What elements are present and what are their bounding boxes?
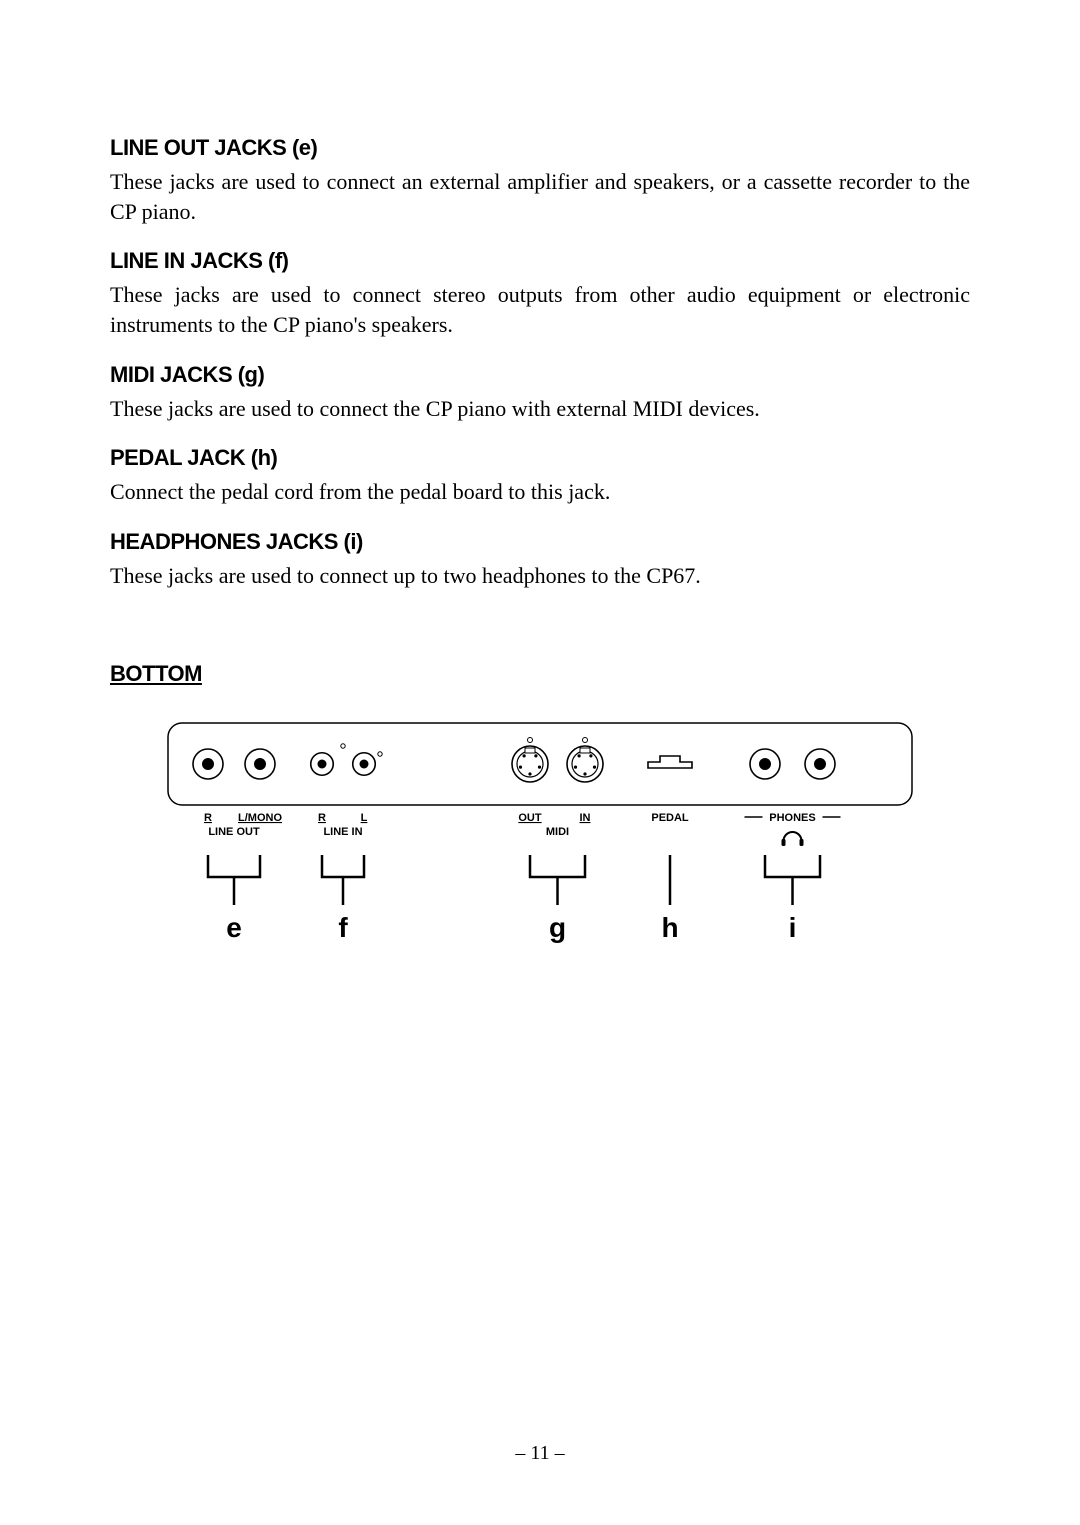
- body-line-in: These jacks are used to connect stereo o…: [110, 280, 970, 339]
- heading-midi: MIDI JACKS (g): [110, 362, 970, 388]
- heading-line-in: LINE IN JACKS (f): [110, 248, 970, 274]
- svg-text:i: i: [789, 912, 797, 943]
- heading-headphones: HEADPHONES JACKS (i): [110, 529, 970, 555]
- section-line-in: LINE IN JACKS (f) These jacks are used t…: [110, 248, 970, 339]
- svg-text:g: g: [549, 912, 566, 943]
- svg-text:LINE OUT: LINE OUT: [208, 826, 260, 838]
- svg-text:PHONES: PHONES: [769, 812, 815, 824]
- svg-text:L/MONO: L/MONO: [238, 812, 282, 824]
- body-headphones: These jacks are used to connect up to tw…: [110, 561, 970, 591]
- section-headphones: HEADPHONES JACKS (i) These jacks are use…: [110, 529, 970, 591]
- body-pedal: Connect the pedal cord from the pedal bo…: [110, 477, 970, 507]
- svg-text:R: R: [318, 812, 326, 824]
- section-pedal: PEDAL JACK (h) Connect the pedal cord fr…: [110, 445, 970, 507]
- bottom-panel-diagram: R L/MONO LINE OUT R L LINE IN OUT IN MIDI PEDAL PH…: [110, 715, 970, 975]
- svg-text:MIDI: MIDI: [546, 826, 569, 838]
- svg-text:PEDAL: PEDAL: [651, 812, 689, 824]
- svg-text:f: f: [338, 912, 348, 943]
- section-midi: MIDI JACKS (g) These jacks are used to c…: [110, 362, 970, 424]
- body-midi: These jacks are used to connect the CP p…: [110, 394, 970, 424]
- heading-pedal: PEDAL JACK (h): [110, 445, 970, 471]
- svg-text:L: L: [361, 812, 368, 824]
- heading-line-out: LINE OUT JACKS (e): [110, 135, 970, 161]
- svg-text:R: R: [204, 812, 212, 824]
- body-line-out: These jacks are used to connect an exter…: [110, 167, 970, 226]
- svg-text:LINE IN: LINE IN: [323, 826, 362, 838]
- svg-text:OUT: OUT: [518, 812, 542, 824]
- svg-text:e: e: [226, 912, 242, 943]
- section-line-out: LINE OUT JACKS (e) These jacks are used …: [110, 135, 970, 226]
- panel-svg: R L/MONO LINE OUT R L LINE IN OUT IN MIDI PEDAL PH…: [160, 715, 920, 975]
- page-number: – 11 –: [0, 1442, 1080, 1465]
- bottom-heading: BOTTOM: [110, 661, 970, 687]
- svg-text:h: h: [661, 912, 678, 943]
- svg-text:IN: IN: [580, 812, 591, 824]
